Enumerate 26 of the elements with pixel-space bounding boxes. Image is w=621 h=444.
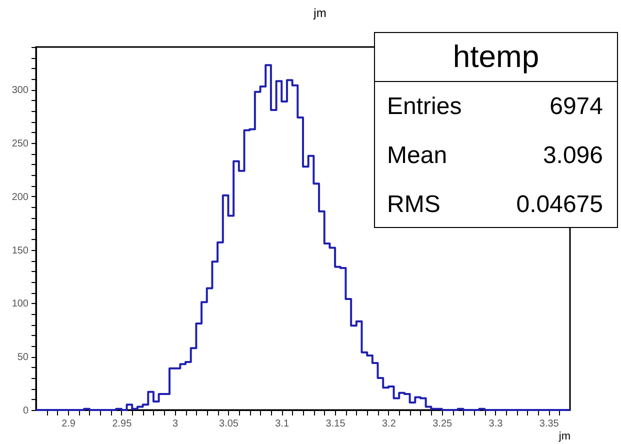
x-tick-label: 3.05 xyxy=(219,418,239,430)
x-tick-label: 3 xyxy=(172,418,179,430)
annotation: 3.096 xyxy=(542,141,603,171)
x-tick-label: 3.35 xyxy=(539,418,560,430)
annotation: Entries xyxy=(387,92,462,122)
y-tick-label: 150 xyxy=(12,245,29,256)
annotation: RMS xyxy=(387,190,440,220)
y-tick-label: 0 xyxy=(22,406,29,416)
x-tick-label: 3.3 xyxy=(488,418,504,430)
y-tick-label: 50 xyxy=(17,352,29,364)
x-tick-label: 2.95 xyxy=(112,418,132,430)
x-tick-label: 3.25 xyxy=(432,418,453,430)
x-tick-label: 2.9 xyxy=(62,418,76,430)
y-tick-label: 250 xyxy=(12,138,29,150)
y-tick-label: 300 xyxy=(12,85,29,96)
y-tick-label: 200 xyxy=(12,192,29,203)
x-tick-label: 3.2 xyxy=(382,418,396,430)
y-tick-label: 100 xyxy=(12,298,29,310)
annotation: 6974 xyxy=(550,92,603,122)
annotation: htemp xyxy=(375,33,617,82)
x-axis-title: jm xyxy=(558,430,570,442)
x-tick-label: 3.15 xyxy=(326,418,346,430)
x-tick-label: 3.1 xyxy=(275,418,290,430)
annotation: Mean xyxy=(387,141,448,171)
annotation: 0.04675 xyxy=(516,190,603,220)
chart-title: jm xyxy=(312,6,326,20)
